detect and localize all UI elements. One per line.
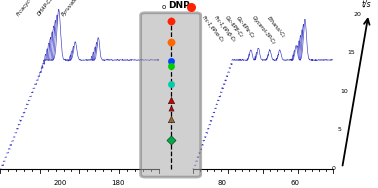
Point [167, 41, 174, 44]
Text: 20: 20 [354, 12, 362, 17]
Text: 80: 80 [218, 180, 227, 186]
Text: DNP: DNP [167, 1, 189, 10]
Text: Pyruvate-C₂: Pyruvate-C₂ [60, 0, 84, 17]
Text: Glc-6Pβ-C₂: Glc-6Pβ-C₂ [224, 15, 244, 39]
Text: 15: 15 [347, 50, 355, 55]
Point [167, 117, 174, 121]
Point [167, 60, 174, 63]
FancyBboxPatch shape [141, 13, 201, 177]
Text: 180: 180 [111, 180, 124, 186]
Text: $\delta^{13}$C/ppm: $\delta^{13}$C/ppm [0, 187, 37, 188]
Text: o: o [162, 4, 166, 10]
Text: Frc-1,6P₂β-C₅: Frc-1,6P₂β-C₅ [213, 15, 237, 43]
Text: 60: 60 [290, 180, 299, 186]
Text: Ethanol-C₁: Ethanol-C₁ [266, 15, 286, 38]
Text: Glycerol-3P-C₂: Glycerol-3P-C₂ [251, 15, 277, 45]
Text: 200: 200 [54, 180, 67, 186]
Point [167, 82, 174, 85]
Point [167, 138, 174, 141]
Point [167, 20, 174, 23]
Point [167, 65, 174, 68]
Point [189, 5, 195, 8]
Text: Frc-1,6P₂α-C₅: Frc-1,6P₂α-C₅ [201, 15, 225, 44]
Text: t/s: t/s [362, 0, 372, 8]
Text: 10: 10 [341, 89, 349, 94]
Point [167, 106, 174, 109]
Text: 0: 0 [332, 166, 335, 171]
Point [167, 98, 174, 101]
Text: 5: 5 [338, 127, 342, 132]
Text: Glc-6Pα-C₂: Glc-6Pα-C₂ [235, 15, 255, 39]
Text: DHAP-C₂: DHAP-C₂ [37, 0, 54, 17]
Text: Frcacyc-C₂: Frcacyc-C₂ [16, 0, 37, 17]
